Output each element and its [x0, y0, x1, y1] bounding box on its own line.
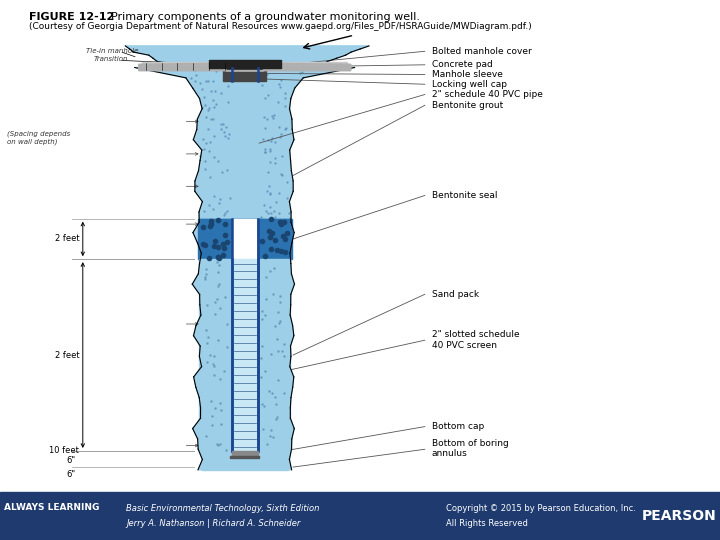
- Bar: [199, 240, 290, 241]
- Bar: [232, 451, 258, 457]
- Bar: [199, 248, 290, 249]
- Text: Bottom cap: Bottom cap: [432, 422, 485, 431]
- Text: annulus: annulus: [432, 449, 468, 458]
- Bar: [199, 251, 290, 252]
- Bar: [199, 231, 290, 233]
- Text: 2" schedule 40 PVC pipe: 2" schedule 40 PVC pipe: [432, 90, 543, 99]
- Text: 6": 6": [66, 456, 76, 465]
- Text: Sand pack: Sand pack: [432, 290, 479, 299]
- Polygon shape: [139, 63, 351, 71]
- Bar: [199, 233, 290, 234]
- Bar: [199, 241, 290, 242]
- Bar: [199, 259, 290, 260]
- Text: Basic Environmental Technology, Sixth Edition: Basic Environmental Technology, Sixth Ed…: [126, 504, 320, 513]
- Bar: [199, 255, 290, 256]
- Text: Concrete pad: Concrete pad: [432, 60, 492, 69]
- Text: Tie-in manhole: Tie-in manhole: [86, 48, 139, 55]
- Bar: [199, 230, 290, 231]
- Bar: [199, 226, 290, 227]
- Bar: [199, 220, 290, 221]
- Text: Bolted manhole cover: Bolted manhole cover: [432, 47, 532, 56]
- Text: 2" slotted schedule: 2" slotted schedule: [432, 330, 520, 339]
- Polygon shape: [143, 62, 348, 81]
- Bar: [233, 219, 256, 451]
- Text: Locking well cap: Locking well cap: [432, 80, 507, 89]
- Bar: [199, 244, 290, 245]
- Text: Primary components of a groundwater monitoring well.: Primary components of a groundwater moni…: [104, 12, 420, 22]
- Text: PEARSON: PEARSON: [642, 509, 716, 523]
- Text: 2 feet: 2 feet: [55, 350, 79, 360]
- Bar: [199, 258, 290, 259]
- Bar: [199, 238, 290, 240]
- Bar: [199, 221, 290, 223]
- Text: Bentonite grout: Bentonite grout: [432, 101, 503, 110]
- Bar: [199, 237, 290, 238]
- Bar: [198, 219, 292, 259]
- Bar: [199, 224, 290, 226]
- Bar: [202, 451, 288, 470]
- Text: Bentonite seal: Bentonite seal: [432, 191, 498, 200]
- Text: Bottom of boring: Bottom of boring: [432, 440, 509, 448]
- Text: 6": 6": [66, 470, 76, 478]
- Bar: [199, 223, 290, 224]
- Text: ALWAYS LEARNING: ALWAYS LEARNING: [4, 503, 99, 512]
- Bar: [199, 259, 290, 451]
- Text: All Rights Reserved: All Rights Reserved: [446, 519, 528, 528]
- Bar: [199, 252, 290, 254]
- Bar: [199, 249, 290, 251]
- Bar: [199, 228, 290, 230]
- Bar: [199, 245, 290, 247]
- Bar: [233, 259, 256, 451]
- Bar: [230, 456, 259, 458]
- Bar: [199, 234, 290, 235]
- Text: (Courtesy of Georgia Department of Natural Resources www.gaepd.org/Files_PDF/HSR: (Courtesy of Georgia Department of Natur…: [29, 22, 531, 31]
- Bar: [199, 219, 290, 220]
- Bar: [199, 235, 290, 237]
- Text: Jerry A. Nathanson | Richard A. Schneider: Jerry A. Nathanson | Richard A. Schneide…: [126, 519, 300, 528]
- Text: (Spacing depends
on wall depth): (Spacing depends on wall depth): [7, 131, 71, 145]
- Bar: [199, 256, 290, 258]
- Bar: [223, 65, 266, 81]
- Bar: [209, 60, 281, 68]
- Text: FIGURE 12-12: FIGURE 12-12: [29, 12, 114, 22]
- Bar: [199, 227, 290, 228]
- Text: Manhole sleeve: Manhole sleeve: [432, 70, 503, 79]
- Bar: [199, 254, 290, 255]
- Bar: [199, 247, 290, 248]
- Text: 2 feet: 2 feet: [55, 234, 79, 244]
- Text: 40 PVC screen: 40 PVC screen: [432, 341, 497, 350]
- Text: Copyright © 2015 by Pearson Education, Inc.: Copyright © 2015 by Pearson Education, I…: [446, 504, 636, 513]
- Bar: [199, 242, 290, 244]
- Bar: [0, 492, 720, 540]
- Text: 10 feet: 10 feet: [50, 447, 79, 455]
- Polygon shape: [125, 46, 369, 470]
- Text: Transition: Transition: [94, 56, 128, 63]
